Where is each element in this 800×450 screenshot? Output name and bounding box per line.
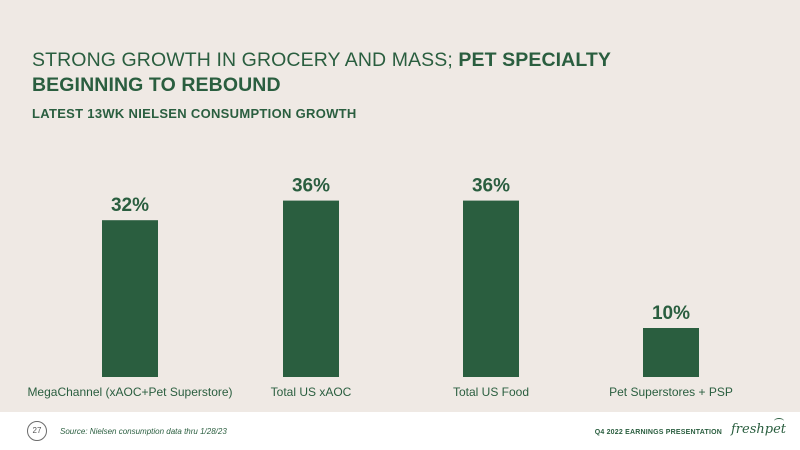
category-label-4: Pet Superstores + PSP: [609, 385, 733, 399]
slide-title-bold: PET SPECIALTY BEGINNING TO REBOUND: [32, 49, 611, 96]
category-label-1: MegaChannel (xAOC+Pet Superstore): [27, 385, 232, 399]
data-label-2: 36%: [292, 176, 330, 197]
footer: 27 Source: Nielsen consumption data thru…: [0, 412, 800, 450]
data-label-4: 10%: [652, 303, 690, 324]
freshpet-logo: freshpet: [730, 422, 786, 437]
data-label-3: 36%: [472, 176, 510, 197]
leaf-icon: [774, 418, 784, 424]
bar-4: [643, 328, 699, 377]
bar-chart: 32% MegaChannel (xAOC+Pet Superstore) 36% T…: [27, 176, 733, 399]
bar-2: [283, 200, 339, 377]
bar-1: [102, 220, 158, 377]
slide-title-normal: STRONG GROWTH IN GROCERY AND MASS;: [32, 49, 459, 71]
category-label-3: Total US Food: [453, 385, 529, 399]
chart-subtitle: LATEST 13WK NIELSEN CONSUMPTION GROWTH: [32, 106, 357, 121]
category-label-2: Total US xAOC: [271, 385, 352, 399]
bar-3: [463, 200, 519, 377]
source-note: Source: Nielsen consumption data thru 1/…: [60, 427, 227, 436]
slide: STRONG GROWTH IN GROCERY AND MASS; PET S…: [27, 48, 733, 399]
data-label-1: 32%: [111, 195, 149, 216]
page-number: 27: [27, 421, 47, 441]
presentation-label: Q4 2022 EARNINGS PRESENTATION: [594, 429, 722, 436]
slide-title: STRONG GROWTH IN GROCERY AND MASS; PET S…: [32, 48, 652, 98]
